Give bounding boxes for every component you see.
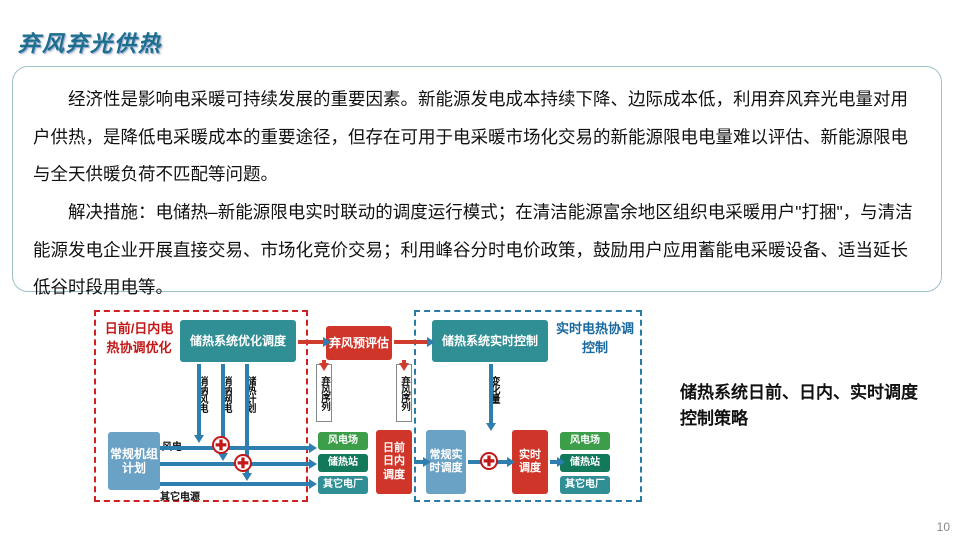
box-other-2: 其它电厂	[560, 476, 610, 494]
box-wind-forecast: 弃风预评估	[326, 326, 392, 360]
box-normal-rt: 常规实时调度	[426, 430, 466, 494]
box-wind-farm-2: 风电场	[560, 432, 610, 450]
arrow-rt-d1	[489, 364, 493, 424]
box-rt-control: 储热系统实时控制	[432, 320, 548, 362]
box-storage-2: 储热站	[560, 454, 610, 472]
flow-diagram: 日前/日内电热协调优化 实时电热协调控制 储热系统优化调度 弃风预评估 储热系统…	[94, 304, 654, 514]
arrow-plan-row1	[160, 446, 310, 450]
arrow-seq-d1	[322, 360, 326, 364]
cross-3: ✚	[480, 452, 498, 470]
box-storage-1: 储热站	[318, 454, 368, 472]
page-number: 10	[937, 520, 950, 534]
arrow-rt-out	[550, 460, 558, 464]
arrow-opt-forecast	[298, 340, 324, 344]
zone-day-ahead-label: 日前/日内电热协调优化	[100, 318, 178, 356]
arrow-plan-row3	[160, 482, 310, 486]
page-title: 弃风弃光供热	[18, 26, 162, 58]
box-wind-farm-1: 风电场	[318, 432, 368, 450]
arrow-seq-d2	[402, 360, 406, 364]
box-day-ahead: 日前日内调度	[376, 430, 412, 494]
seq-box-1: 弃风序列	[316, 364, 332, 422]
arrow-da-rt	[414, 460, 424, 464]
paragraph-1: 经济性是影响电采暖可持续发展的重要因素。新能源发电成本持续下降、边际成本低，利用…	[33, 81, 921, 194]
box-normal-plan: 常规机组计划	[108, 432, 160, 490]
seq-box-2: 弃风序列	[396, 364, 412, 422]
description-panel: 经济性是影响电采暖可持续发展的重要因素。新能源发电成本持续下降、边际成本低，利用…	[12, 66, 942, 292]
arrow-forecast-rt	[394, 340, 428, 344]
box-other-1: 其它电厂	[318, 476, 368, 494]
paragraph-2: 解决措施：电储热–新能源限电实时联动的调度运行模式；在清洁能源富余地区组织电采暖…	[33, 194, 921, 307]
arrow-opt-d1	[197, 364, 201, 436]
diagram-caption: 储热系统日前、日内、实时调度控制策略	[680, 380, 930, 431]
cross-2: ✚	[234, 454, 252, 472]
row-other: 其它电源	[160, 488, 200, 503]
zone-realtime-label: 实时电热协调控制	[556, 318, 634, 356]
box-rt-sched: 实时调度	[512, 430, 548, 494]
box-opt-schedule: 储热系统优化调度	[180, 320, 296, 362]
cross-1: ✚	[212, 436, 230, 454]
